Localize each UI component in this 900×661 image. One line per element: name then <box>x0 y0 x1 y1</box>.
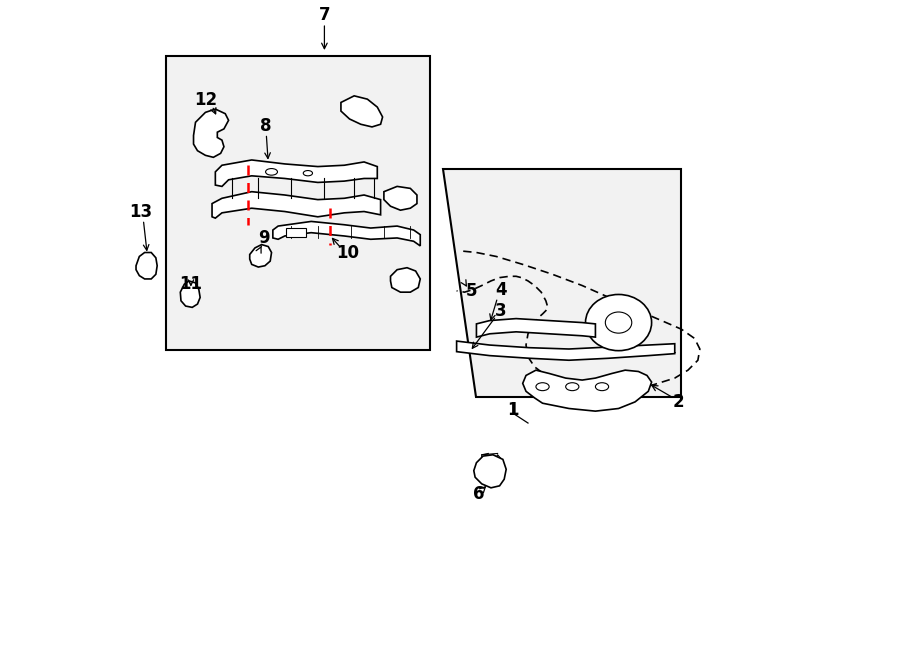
Ellipse shape <box>596 383 608 391</box>
Polygon shape <box>473 455 506 488</box>
Polygon shape <box>180 281 200 307</box>
Ellipse shape <box>606 312 632 333</box>
Polygon shape <box>384 186 417 210</box>
Text: 13: 13 <box>129 202 152 221</box>
Text: 6: 6 <box>472 485 484 504</box>
Text: 8: 8 <box>260 116 272 135</box>
Text: 9: 9 <box>257 229 269 247</box>
Polygon shape <box>215 160 377 186</box>
Polygon shape <box>341 96 382 127</box>
Text: 1: 1 <box>507 401 518 419</box>
Polygon shape <box>391 268 420 292</box>
Text: 3: 3 <box>494 301 506 320</box>
Ellipse shape <box>536 383 549 391</box>
Polygon shape <box>273 221 420 246</box>
Ellipse shape <box>266 169 277 175</box>
Bar <box>286 228 306 237</box>
Polygon shape <box>249 245 272 267</box>
Polygon shape <box>523 370 652 411</box>
Ellipse shape <box>586 295 652 350</box>
Text: 2: 2 <box>672 393 684 411</box>
Text: 4: 4 <box>496 280 508 299</box>
Ellipse shape <box>303 171 312 176</box>
Text: 12: 12 <box>194 91 217 110</box>
Text: 5: 5 <box>465 282 477 300</box>
Text: 10: 10 <box>336 243 359 262</box>
Polygon shape <box>444 169 681 397</box>
Polygon shape <box>136 253 158 279</box>
Polygon shape <box>194 109 229 157</box>
Polygon shape <box>476 319 596 337</box>
Text: 7: 7 <box>319 5 330 24</box>
Bar <box>166 56 430 350</box>
Polygon shape <box>456 341 675 360</box>
Text: 11: 11 <box>179 275 203 293</box>
Polygon shape <box>212 192 381 218</box>
Ellipse shape <box>566 383 579 391</box>
